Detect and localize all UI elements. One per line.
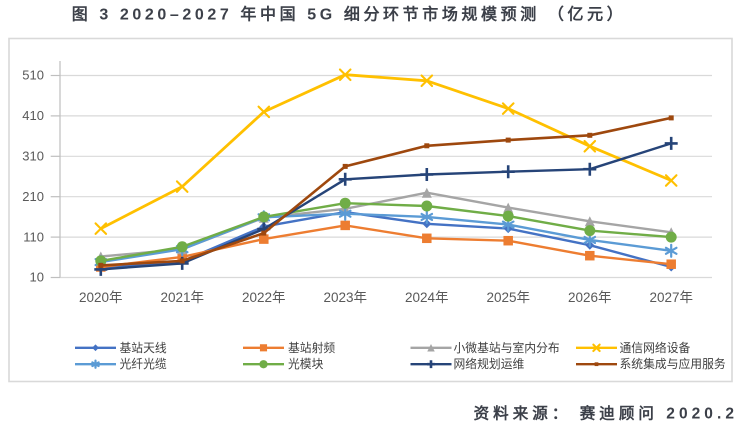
svg-text:资料来源： 赛迪顾问 2020.2: 资料来源： 赛迪顾问 2020.2	[474, 404, 738, 423]
svg-text:光纤光缆: 光纤光缆	[120, 357, 167, 371]
svg-text:图 3 2020–2027 年中国 5G 细分环节市场规模预: 图 3 2020–2027 年中国 5G 细分环节市场规模预测 （亿元）	[72, 5, 627, 24]
svg-text:410: 410	[22, 108, 44, 123]
svg-text:210: 210	[22, 189, 44, 204]
svg-text:110: 110	[23, 229, 44, 244]
svg-text:基站射频: 基站射频	[288, 341, 335, 355]
svg-text:2023年: 2023年	[323, 290, 367, 305]
svg-text:基站天线: 基站天线	[120, 341, 167, 355]
svg-text:通信网络设备: 通信网络设备	[620, 341, 691, 355]
svg-text:2020年: 2020年	[79, 290, 123, 305]
svg-text:2026年: 2026年	[568, 290, 612, 305]
svg-text:510: 510	[22, 68, 44, 83]
svg-text:10: 10	[30, 270, 44, 285]
svg-text:2024年: 2024年	[405, 290, 449, 305]
svg-text:2025年: 2025年	[486, 290, 530, 305]
svg-text:网络规划运维: 网络规划运维	[454, 357, 525, 371]
svg-text:2022年: 2022年	[242, 290, 286, 305]
svg-text:2027年: 2027年	[649, 290, 693, 305]
svg-text:小微基站与室内分布: 小微基站与室内分布	[454, 341, 560, 355]
svg-text:310: 310	[22, 149, 44, 164]
svg-text:系统集成与应用服务: 系统集成与应用服务	[620, 357, 726, 371]
svg-text:光模块: 光模块	[288, 357, 324, 371]
svg-text:2021年: 2021年	[160, 290, 204, 305]
